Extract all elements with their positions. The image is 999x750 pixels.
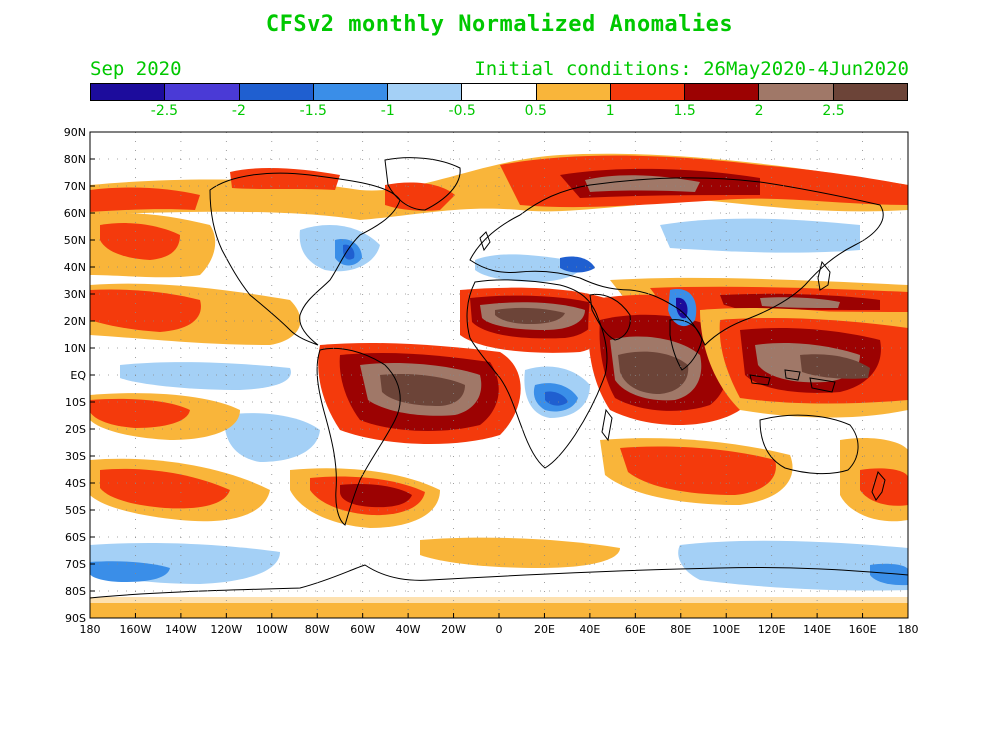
longitude-axis: 180 160W 140W 120W 100W 80W 60W 40W 20W 0 20E 40E 60…	[80, 613, 919, 636]
latitude-tick-label: 50S	[65, 504, 86, 517]
legend-swatch	[313, 84, 389, 100]
legend-label: 2	[754, 103, 764, 119]
latitude-axis: 90N 80N 70N 60N 50N 40N 30N 20N 10N EQ 10S 20S 30S 40…	[64, 126, 95, 625]
latitude-tick-label: 60N	[64, 207, 86, 220]
longitude-tick-label: 180	[80, 623, 101, 636]
legend-label: -1	[380, 103, 395, 119]
legend-swatch	[536, 84, 611, 100]
legend-label: -2.5	[150, 103, 179, 119]
legend-swatch	[833, 84, 907, 100]
initial-conditions-label: Initial conditions: 26May2020-4Jun2020	[474, 58, 909, 80]
longitude-tick-label: 80W	[305, 623, 330, 636]
latitude-tick-label: 70N	[64, 180, 86, 193]
longitude-tick-label: 60W	[350, 623, 375, 636]
longitude-tick-label: 160W	[120, 623, 152, 636]
legend-swatch	[165, 84, 240, 100]
legend-label: 1.5	[673, 103, 696, 119]
longitude-tick-label: 120E	[758, 623, 786, 636]
longitude-tick-label: 40E	[579, 623, 600, 636]
legend-swatch	[462, 84, 537, 100]
latitude-tick-label: 90N	[64, 126, 86, 139]
latitude-tick-label: 90S	[65, 612, 86, 625]
longitude-tick-label: 0	[496, 623, 503, 636]
latitude-tick-label: 60S	[65, 531, 86, 544]
latitude-tick-label: 20S	[65, 423, 86, 436]
valid-month-label: Sep 2020	[90, 58, 182, 80]
longitude-tick-label: 80E	[670, 623, 691, 636]
longitude-tick-label: 120W	[210, 623, 242, 636]
legend-label: -2	[231, 103, 246, 119]
latitude-tick-label: 20N	[64, 315, 86, 328]
longitude-tick-label: 180	[898, 623, 919, 636]
latitude-tick-label: 40N	[64, 261, 86, 274]
legend-label: 0.5	[524, 103, 547, 119]
legend-label: -0.5	[448, 103, 476, 119]
lat-lon-grid	[90, 132, 908, 618]
legend-swatch	[388, 84, 463, 100]
longitude-tick-label: 20E	[534, 623, 555, 636]
longitude-tick-label: 160E	[849, 623, 877, 636]
color-legend-bar	[90, 83, 908, 101]
legend-label: 1	[605, 103, 615, 119]
longitude-tick-label: 100W	[256, 623, 288, 636]
longitude-tick-label: 100E	[712, 623, 740, 636]
chart-title: CFSv2 monthly Normalized Anomalies	[265, 12, 734, 37]
longitude-tick-label: 140W	[165, 623, 197, 636]
longitude-tick-label: 40W	[396, 623, 421, 636]
latitude-tick-label: 80S	[65, 585, 86, 598]
latitude-tick-label: 30N	[64, 288, 86, 301]
latitude-tick-label: 80N	[64, 153, 86, 166]
latitude-tick-label: 30S	[65, 450, 86, 463]
legend-label: -1.5	[299, 103, 327, 119]
legend-swatch	[239, 84, 314, 100]
latitude-tick-label: EQ	[70, 369, 86, 382]
legend-swatch	[759, 84, 834, 100]
legend-labels: -2.5 -2 -1.5 -1 -0.5 0.5 1 1.5 2 2.5	[90, 103, 908, 121]
legend-swatch	[685, 84, 760, 100]
longitude-tick-label: 20W	[441, 623, 466, 636]
legend-swatch	[610, 84, 686, 100]
latitude-tick-label: 40S	[65, 477, 86, 490]
latitude-tick-label: 10N	[64, 342, 86, 355]
latitude-tick-label: 50N	[64, 234, 86, 247]
longitude-tick-label: 140E	[803, 623, 831, 636]
longitude-tick-label: 60E	[625, 623, 646, 636]
latitude-tick-label: 70S	[65, 558, 86, 571]
legend-label: 2.5	[822, 103, 845, 119]
latitude-tick-label: 10S	[65, 396, 86, 409]
coastlines	[89, 157, 909, 599]
legend-swatch	[91, 84, 166, 100]
